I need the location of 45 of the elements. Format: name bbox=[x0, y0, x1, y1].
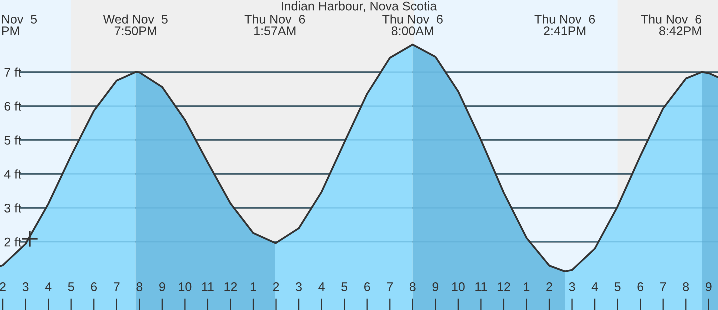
x-tick-label: 2 bbox=[273, 282, 280, 292]
annotation: Thu Nov 6 8:42PM bbox=[641, 14, 702, 36]
x-tick-label: 1 bbox=[524, 282, 530, 292]
annotation: Wed Nov 5 7:50PM bbox=[103, 14, 168, 36]
x-tick-label: 3 bbox=[22, 282, 29, 292]
x-tick-label: 6 bbox=[364, 282, 370, 292]
x-tick-label: 12 bbox=[498, 282, 510, 292]
annotation: Thu Nov 6 8:00AM bbox=[382, 14, 443, 36]
x-tick-label: 2 bbox=[546, 282, 552, 292]
x-tick-label: 8 bbox=[410, 282, 416, 292]
x-tick-label: 1 bbox=[250, 282, 256, 292]
x-tick-label: 5 bbox=[342, 282, 348, 292]
x-tick-label: 4 bbox=[318, 282, 325, 292]
x-tick-label: 7 bbox=[660, 282, 666, 292]
y-tick-label: 5 ft bbox=[4, 136, 22, 145]
x-tick-label: 10 bbox=[179, 282, 192, 292]
y-tick-label: 7 ft bbox=[4, 68, 22, 77]
x-tick-label: 2 bbox=[0, 282, 6, 292]
x-tick-label: 9 bbox=[160, 282, 166, 292]
x-tick-label: 3 bbox=[569, 282, 576, 292]
x-tick-label: 6 bbox=[638, 282, 644, 292]
annotation: Nov 5 PM bbox=[2, 15, 38, 36]
x-tick-label: 7 bbox=[387, 282, 393, 292]
y-tick-label: 6 ft bbox=[4, 102, 22, 111]
x-tick-label: 9 bbox=[706, 282, 712, 292]
x-tick-label: 4 bbox=[45, 282, 52, 292]
x-tick-label: 7 bbox=[114, 282, 120, 292]
y-tick-label: 4 ft bbox=[4, 170, 22, 179]
chart-title: Indian Harbour, Nova Scotia bbox=[282, 2, 438, 12]
annotation: Thu Nov 6 2:41PM bbox=[534, 14, 596, 36]
x-tick-label: 9 bbox=[432, 282, 439, 292]
x-tick-label: 11 bbox=[476, 282, 488, 292]
annotation: Thu Nov 6 1:57AM bbox=[244, 14, 306, 36]
x-tick-label: 10 bbox=[452, 282, 465, 292]
x-tick-label: 12 bbox=[224, 282, 238, 292]
x-tick-label: 5 bbox=[614, 282, 621, 292]
x-tick-label: 8 bbox=[683, 282, 690, 292]
x-tick-label: 3 bbox=[296, 282, 302, 292]
x-tick-label: 5 bbox=[68, 282, 74, 292]
y-tick-label: 3 ft bbox=[4, 204, 22, 213]
x-tick-label: 11 bbox=[202, 282, 214, 292]
y-tick-label: 2 ft bbox=[4, 238, 22, 247]
x-tick-label: 6 bbox=[91, 282, 98, 292]
x-tick-label: 8 bbox=[136, 282, 143, 292]
x-tick-label: 4 bbox=[592, 282, 598, 292]
